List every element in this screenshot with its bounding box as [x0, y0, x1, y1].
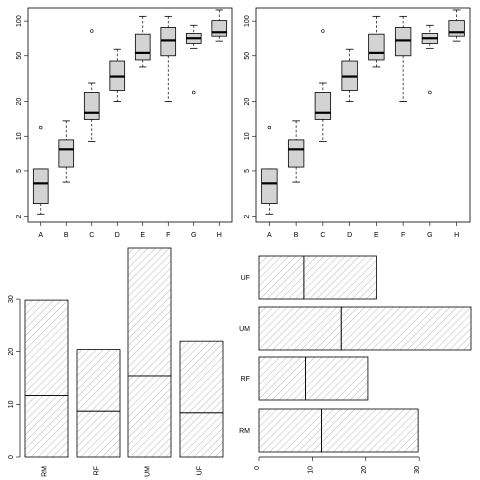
box — [58, 139, 75, 168]
outlier-point — [428, 90, 432, 95]
y-tick-label: 10 — [244, 132, 251, 140]
y-tick-label: RF — [241, 376, 250, 383]
horizontal-barplot-panel: 0 10 20 30 RM RF UM UF — [239, 255, 472, 474]
boxplot-panel-left: 2 5 10 20 50 100 A B C D E F G H — [16, 7, 233, 239]
bar-segment — [76, 349, 121, 412]
outlier-point — [39, 125, 43, 130]
x-tick-label: F — [166, 232, 170, 239]
box — [160, 27, 177, 57]
y-tick-label: 30 — [8, 295, 15, 303]
x-tick-label: A — [267, 232, 272, 239]
y-tick-label: 5 — [16, 169, 23, 173]
x-tick-label: D — [115, 232, 120, 239]
outlier-point — [267, 125, 272, 130]
y-tick-label: RM — [239, 428, 250, 435]
x-tick-label: RM — [42, 466, 49, 477]
x-tick-label: B — [64, 232, 69, 239]
bar-segment — [24, 299, 69, 396]
bar-segment — [127, 375, 172, 458]
y-tick-label: UM — [239, 326, 250, 333]
box — [314, 92, 332, 120]
y-tick-label: 5 — [244, 169, 251, 173]
outlier-point — [192, 90, 196, 95]
y-tick-label: 2 — [16, 215, 23, 219]
x-tick-label: 10 — [307, 466, 314, 474]
x-tick-label: RF — [94, 466, 101, 475]
bar-segment — [258, 408, 322, 453]
bar-segment — [76, 410, 121, 458]
x-tick-label: E — [374, 232, 379, 239]
bar-segment — [258, 356, 306, 401]
outlier-point — [321, 29, 325, 33]
x-tick-label: H — [217, 232, 222, 239]
x-tick-label: D — [347, 232, 352, 239]
x-tick-label: 20 — [361, 466, 368, 474]
x-tick-label: 30 — [414, 466, 421, 474]
plot-frame — [27, 7, 233, 223]
y-tick-label: 20 — [16, 98, 23, 106]
y-tick-label: 20 — [8, 348, 15, 356]
box — [32, 168, 49, 205]
bar-segment — [305, 356, 369, 401]
x-tick-label: B — [294, 232, 299, 239]
box — [261, 168, 278, 205]
x-tick-label: UF — [197, 466, 204, 475]
x-tick-label: 0 — [254, 466, 261, 470]
x-tick-label: G — [427, 232, 432, 239]
x-tick-label: H — [454, 232, 459, 239]
y-tick-label: 100 — [16, 15, 23, 27]
x-tick-label: C — [320, 232, 325, 239]
x-tick-label: C — [89, 232, 94, 239]
x-tick-label: F — [401, 232, 405, 239]
boxplot-panel-right: 2 5 10 20 50 100 A B C D E F G H — [244, 7, 471, 239]
x-tick-label: E — [140, 232, 145, 239]
outlier-point — [90, 29, 94, 33]
x-tick-label: UM — [145, 466, 152, 477]
plot-frame — [255, 7, 471, 223]
box — [448, 20, 465, 37]
y-tick-label: 50 — [16, 52, 23, 60]
box — [394, 27, 412, 57]
box — [134, 33, 151, 61]
bar-segment — [24, 395, 69, 458]
y-tick-label: 2 — [244, 215, 251, 219]
bar-segment — [340, 306, 472, 351]
bar-segment — [179, 340, 224, 414]
box — [368, 33, 385, 61]
bar-segment — [127, 247, 172, 377]
y-tick-label: 10 — [8, 400, 15, 408]
vertical-barplot-panel: 0 10 20 30 RM RF UM UF — [8, 247, 224, 477]
y-tick-label: 0 — [8, 455, 15, 459]
box — [287, 139, 305, 168]
y-tick-label: 100 — [244, 15, 251, 27]
bar-segment — [258, 306, 342, 351]
box — [211, 20, 228, 37]
y-tick-label: 10 — [16, 132, 23, 140]
y-tick-label: 20 — [244, 98, 251, 106]
bar-segment — [321, 408, 419, 453]
bar-segment — [303, 255, 377, 300]
box — [83, 92, 100, 120]
x-tick-label: A — [38, 232, 43, 239]
bar-segment — [258, 255, 305, 300]
y-tick-label: 50 — [244, 52, 251, 60]
bar-segment — [179, 412, 224, 458]
y-tick-label: UF — [241, 275, 250, 282]
x-tick-label: G — [191, 232, 196, 239]
